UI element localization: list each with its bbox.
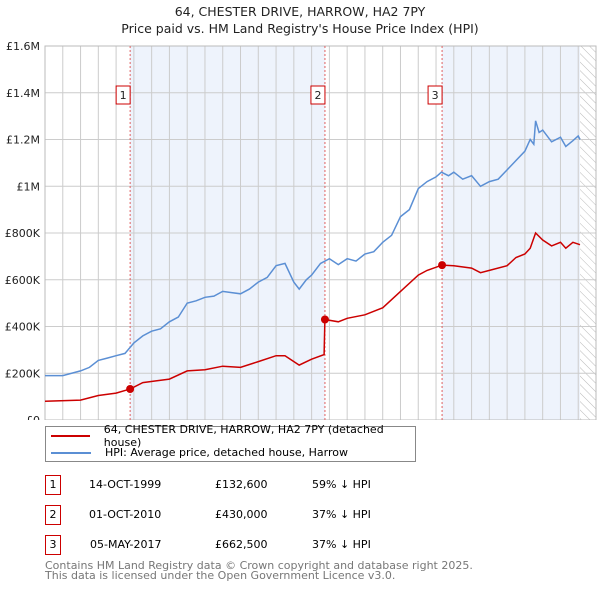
sale-label-box [310,85,326,105]
sale-point [126,385,135,394]
sale-marker: 3 [45,535,61,555]
sale-row: 1 14-OCT-1999 £132,600 59% ↓ HPI [45,475,465,495]
hpi-line [45,120,581,377]
sale-point [320,315,329,324]
chart-title: 64, CHESTER DRIVE, HARROW, HA2 7PY [174,4,426,19]
legend-swatch [51,451,91,454]
sale-row: 3 05-MAY-2017 £662,500 37% ↓ HPI [45,535,465,555]
sale-marker: 1 [45,475,61,495]
sale-price: £132,600 [215,478,268,491]
footer-copyright: Contains HM Land Registry data © Crown c… [45,559,473,572]
chart-plot: 1995199619971998199920002001200220032004… [5,40,597,420]
legend-item-hpi: HPI: Average price, detached house, Harr… [46,444,348,461]
legend: 64, CHESTER DRIVE, HARROW, HA2 7PY (deta… [45,423,416,462]
y-tick-label: £1M [17,180,41,193]
y-tick-label: £200K [5,367,41,380]
sale-price: £662,500 [215,538,268,551]
property-price-line [44,231,581,403]
legend-item-property: 64, CHESTER DRIVE, HARROW, HA2 7PY (deta… [46,423,415,449]
sale-price: £430,000 [215,508,268,521]
y-tick-label: £400K [5,321,41,334]
footer-licence: This data is licensed under the Open Gov… [45,569,396,582]
sale-date: 14-OCT-1999 [89,478,162,491]
sale-row: 2 01-OCT-2010 £430,000 37% ↓ HPI [45,505,465,525]
sale-date: 01-OCT-2010 [89,508,162,521]
legend-swatch [51,434,90,437]
sale-label-box [115,85,131,105]
chart-subtitle: Price paid vs. HM Land Registry's House … [121,21,479,36]
legend-label: HPI: Average price, detached house, Harr… [105,446,348,459]
sale-label-box [427,85,443,105]
sale-hpi: 37% ↓ HPI [312,508,371,521]
sale-label: 3 [432,89,439,102]
sale-date: 05-MAY-2017 [90,538,162,551]
sale-label: 1 [120,89,127,102]
y-tick-label: £1.2M [6,134,40,147]
sale-marker: 2 [45,505,61,525]
y-tick-label: £600K [5,274,41,287]
legend-label: 64, CHESTER DRIVE, HARROW, HA2 7PY (deta… [103,422,384,449]
y-tick-label: £800K [5,227,41,240]
y-tick-label: £1.6M [6,40,40,53]
y-tick-label: £1.4M [6,87,40,100]
plot-border [44,45,597,420]
sale-label: 2 [314,89,321,102]
y-tick-label: £0 [26,414,40,420]
sale-hpi: 37% ↓ HPI [312,538,371,551]
sale-hpi: 59% ↓ HPI [312,478,371,491]
sale-point [438,261,447,270]
